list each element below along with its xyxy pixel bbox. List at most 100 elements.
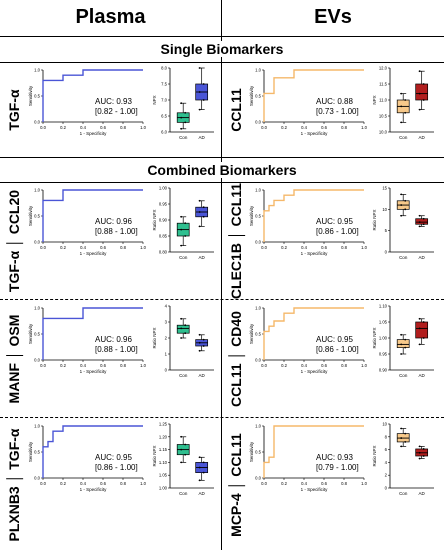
roc-curve bbox=[42, 189, 143, 242]
box-y-tick-label: 1.15 bbox=[159, 447, 168, 452]
roc-y-tick-label: 0.0 bbox=[34, 476, 40, 481]
box-y-tick-label: 12.0 bbox=[379, 66, 388, 71]
combined-divider bbox=[0, 182, 444, 183]
box-y-tick-label: 1.00 bbox=[159, 186, 168, 191]
combined-top-divider bbox=[0, 157, 444, 158]
box-category-label: Con bbox=[399, 135, 408, 140]
box-point bbox=[404, 346, 407, 349]
roc-y-tick-label: 0.0 bbox=[34, 240, 40, 245]
box-point bbox=[202, 83, 205, 85]
box-point bbox=[418, 214, 421, 217]
box-y-tick-label: 0 bbox=[385, 486, 388, 491]
roc-y-axis-label: Sensitivity bbox=[249, 441, 254, 462]
box-point bbox=[198, 91, 201, 93]
roc-x-tick-label: 0.2 bbox=[60, 245, 66, 250]
box-y-tick-label: 0.95 bbox=[159, 202, 168, 207]
auc-label: AUC: 0.95 bbox=[316, 335, 353, 344]
box-y-tick-label: 11.5 bbox=[379, 82, 388, 87]
box-y-axis-label: Ratio NPX bbox=[152, 445, 157, 466]
box-point bbox=[422, 455, 425, 457]
roc-y-tick-label: 0.0 bbox=[34, 358, 40, 363]
box-y-tick-label: 0 bbox=[165, 368, 168, 373]
box-y-tick-label: 10 bbox=[382, 207, 387, 212]
box-point bbox=[180, 435, 183, 438]
box-point bbox=[400, 445, 403, 448]
box-y-tick-label: 1.25 bbox=[159, 422, 168, 427]
roc-x-tick-label: 0.4 bbox=[301, 363, 307, 368]
box-y-tick-label: 8 bbox=[385, 434, 388, 439]
box-point bbox=[180, 228, 183, 231]
box-y-tick-label: 10.0 bbox=[379, 130, 388, 135]
roc-x-axis-label: 1 - Specificity bbox=[301, 251, 329, 256]
box-y-axis-label: NPX bbox=[152, 95, 157, 104]
box-y-axis-label: Ratio NPX bbox=[372, 327, 377, 348]
roc-x-tick-label: 0.6 bbox=[321, 363, 327, 368]
box-point bbox=[400, 92, 403, 95]
evs-header: EVs bbox=[314, 6, 352, 28]
roc-x-tick-label: 1.0 bbox=[361, 481, 367, 486]
box-point bbox=[400, 193, 403, 196]
box-point bbox=[418, 317, 421, 320]
box-point bbox=[198, 456, 201, 459]
box-point bbox=[202, 338, 205, 341]
auc-label: AUC: 0.96 bbox=[95, 335, 132, 344]
box-point bbox=[400, 427, 403, 430]
roc-x-tick-label: 0.2 bbox=[281, 481, 287, 486]
box-point bbox=[422, 223, 425, 226]
box-y-tick-label: 0.90 bbox=[159, 218, 168, 223]
roc-x-tick-label: 0.8 bbox=[120, 481, 126, 486]
box-point bbox=[198, 349, 201, 352]
auc-ci-label: [0.73 - 1.00] bbox=[316, 107, 359, 116]
auc-label: AUC: 0.95 bbox=[95, 453, 132, 462]
box-y-tick-label: 1.10 bbox=[379, 304, 388, 309]
roc-y-tick-label: 0.5 bbox=[34, 450, 40, 455]
box-point bbox=[404, 338, 407, 341]
roc-x-tick-label: 0.8 bbox=[341, 363, 347, 368]
roc-x-tick-label: 0.6 bbox=[100, 245, 106, 250]
roc-y-tick-label: 0.0 bbox=[255, 120, 261, 125]
roc-y-axis-label: Sensitivity bbox=[28, 441, 33, 462]
roc-y-tick-label: 0.5 bbox=[255, 332, 261, 337]
box-point bbox=[404, 441, 407, 443]
roc-x-tick-label: 0.4 bbox=[80, 125, 86, 130]
box-point bbox=[198, 199, 201, 202]
roc-x-tick-label: 0.2 bbox=[281, 245, 287, 250]
box-point bbox=[418, 445, 421, 448]
box-y-tick-label: 1.05 bbox=[159, 473, 168, 478]
roc-y-tick-label: 0.5 bbox=[34, 332, 40, 337]
roc-x-tick-label: 0.0 bbox=[40, 245, 46, 250]
box-point bbox=[198, 108, 201, 111]
roc-y-axis-label: Sensitivity bbox=[249, 323, 254, 344]
roc-x-tick-label: 0.6 bbox=[321, 481, 327, 486]
roc-x-axis-label: 1 - Specificity bbox=[80, 131, 108, 136]
box-y-tick-label: 1.05 bbox=[379, 320, 388, 325]
box-point bbox=[418, 70, 421, 73]
box-point bbox=[202, 345, 205, 347]
box-ad bbox=[415, 83, 429, 101]
box-y-tick-label: 7.0 bbox=[161, 98, 167, 103]
roc-curve bbox=[42, 307, 143, 360]
box-point bbox=[198, 341, 201, 344]
roc-x-tick-label: 1.0 bbox=[140, 245, 146, 250]
roc-y-tick-label: 1.0 bbox=[255, 68, 261, 73]
box-point bbox=[418, 108, 421, 111]
roc-y-tick-label: 0.0 bbox=[255, 476, 261, 481]
box-point bbox=[400, 214, 403, 217]
roc-x-tick-label: 1.0 bbox=[361, 245, 367, 250]
box-y-tick-label: 4 bbox=[385, 460, 388, 465]
roc-y-tick-label: 0.5 bbox=[255, 94, 261, 99]
auc-ci-label: [0.86 - 1.00] bbox=[316, 227, 359, 236]
roc-y-tick-label: 0.5 bbox=[255, 450, 261, 455]
roc-y-axis-label: Sensitivity bbox=[28, 323, 33, 344]
roc-x-tick-label: 1.0 bbox=[140, 363, 146, 368]
roc-x-tick-label: 0.0 bbox=[40, 481, 46, 486]
box-point bbox=[404, 111, 407, 114]
auc-ci-label: [0.88 - 1.00] bbox=[95, 345, 138, 354]
roc-y-tick-label: 1.0 bbox=[34, 306, 40, 311]
box-y-tick-label: 2 bbox=[165, 336, 168, 341]
roc-x-tick-label: 0.2 bbox=[60, 125, 66, 130]
box-y-tick-label: 5 bbox=[385, 228, 388, 233]
box-y-tick-label: 7.5 bbox=[161, 82, 167, 87]
